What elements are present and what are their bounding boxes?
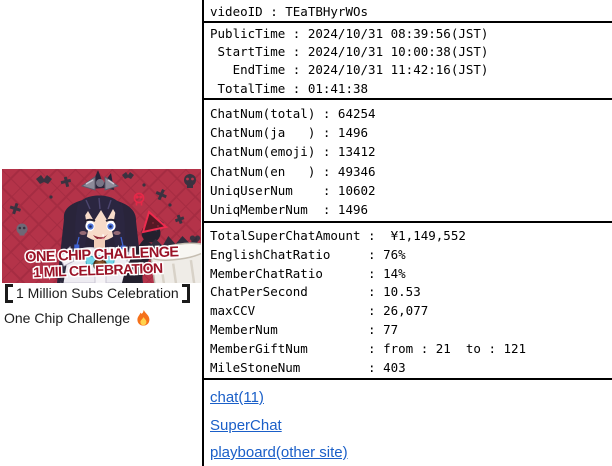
playboard-link[interactable]: playboard(other site) xyxy=(210,444,348,461)
section-times: PublicTime : 2024/10/31 08:39:56(JST) St… xyxy=(204,23,612,100)
stat-line-start-time: StartTime : 2024/10/31 10:00:38(JST) xyxy=(210,44,489,60)
cross-icon xyxy=(9,205,22,212)
stat-line-max-ccv: maxCCV : 26,077 xyxy=(210,303,429,319)
video-thumbnail[interactable]: ONE CHIP CHALLENGE 1 MIL CELEBRATION xyxy=(2,169,201,283)
stat-line-end-time: EndTime : 2024/10/31 11:42:16(JST) xyxy=(210,62,489,78)
section-video-id: videoID : TEaTBHyrWOs xyxy=(204,0,612,23)
stat-line-total-superchat-amount: TotalSuperChatAmount : ¥1,149,552 xyxy=(210,228,466,243)
section-superchat-stats: TotalSuperChatAmount : ¥1,149,552 Englis… xyxy=(204,223,612,380)
bat-icon xyxy=(122,172,134,179)
video-title-text: 1 Million Subs Celebration xyxy=(16,285,179,301)
skull-jaw xyxy=(187,185,193,188)
thumbnail-art: ONE CHIP CHALLENGE 1 MIL CELEBRATION xyxy=(2,169,201,283)
section-chat-counts: ChatNum(total) : 64254 ChatNum(ja ) : 14… xyxy=(204,100,612,223)
right-lenticular-bracket xyxy=(181,283,190,303)
chip-graphic xyxy=(141,210,169,234)
cross-icon xyxy=(60,178,72,185)
stat-line-chatnum-ja: ChatNum(ja ) : 1496 xyxy=(210,125,369,141)
left-lenticular-bracket xyxy=(5,283,13,303)
dot xyxy=(168,203,172,207)
stat-line-english-chat-ratio: EnglishChatRatio : 76% xyxy=(210,246,406,262)
fire-emoji-icon xyxy=(137,310,150,326)
stats-table: videoID : TEaTBHyrWOs PublicTime : 2024/… xyxy=(202,0,612,466)
stat-line-chatnum-en: ChatNum(en ) : 49346 xyxy=(210,163,376,179)
eyes xyxy=(84,218,117,232)
superchat-link[interactable]: SuperChat xyxy=(210,416,282,434)
cross-icon xyxy=(155,191,167,199)
video-subtitle-text: One Chip Challenge xyxy=(4,310,131,326)
section-links: chat(11) SuperChat playboard(other site) xyxy=(204,380,612,462)
grey-skull-decoration xyxy=(16,223,28,236)
dot xyxy=(142,183,146,187)
chest-bow xyxy=(84,253,116,272)
bucket-graphic xyxy=(148,236,201,283)
video-info-panel: ONE CHIP CHALLENGE 1 MIL CELEBRATION 1 M… xyxy=(0,0,202,466)
stat-line-member-num: MemberNum : 77 xyxy=(210,321,399,337)
stat-line-uniq-member-num: UniqMemberNum : 1496 xyxy=(210,202,369,218)
stat-line-chatnum-total: ChatNum(total) : 64254 xyxy=(210,106,376,121)
glove-arm xyxy=(122,239,156,283)
chat-link[interactable]: chat(11) xyxy=(210,389,264,406)
stat-line-milestone-num: MileStoneNum : 403 xyxy=(210,359,406,375)
video-caption-line2: One Chip Challenge xyxy=(4,309,150,327)
stat-line-member-chat-ratio: MemberChatRatio : 14% xyxy=(210,265,406,281)
anime-character-art xyxy=(57,170,161,283)
stat-line-member-gift-num: MemberGiftNum : from : 21 to : 121 xyxy=(210,340,527,356)
skull-icon xyxy=(184,174,196,186)
stat-line-public-time: PublicTime : 2024/10/31 08:39:56(JST) xyxy=(210,26,489,41)
video-id-line: videoID : TEaTBHyrWOs xyxy=(210,4,369,19)
stat-line-total-time: TotalTime : 01:41:38 xyxy=(210,80,369,96)
dot xyxy=(49,195,53,199)
stat-line-uniq-user-num: UniqUserNum : 10602 xyxy=(210,182,376,198)
video-caption-line1: 1 Million Subs Celebration xyxy=(5,283,190,303)
cross-icon xyxy=(174,216,185,223)
fang xyxy=(102,234,105,238)
stat-line-chatnum-emoji: ChatNum(emoji) : 13412 xyxy=(210,144,376,160)
bat-icon xyxy=(36,175,52,184)
hair-bow xyxy=(80,176,120,191)
stat-line-chat-per-second: ChatPerSecond : 10.53 xyxy=(210,284,421,300)
thumbnail-overlay-line2: 1 MIL CELEBRATION xyxy=(33,260,163,281)
red-skull-icon xyxy=(133,192,145,206)
